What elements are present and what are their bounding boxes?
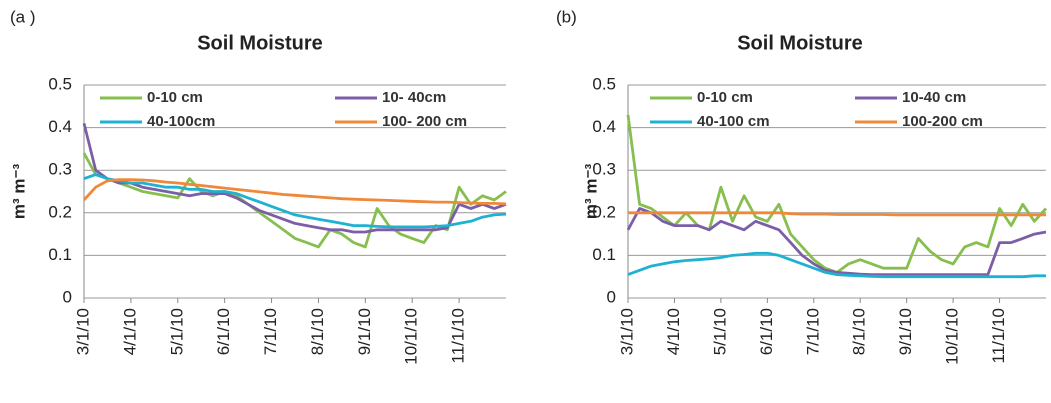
y-axis-label: m³ m⁻³ bbox=[581, 164, 600, 220]
series-line bbox=[626, 207, 1047, 276]
legend-label: 100- 200 cm bbox=[382, 113, 467, 130]
y-tick-label: 0.5 bbox=[48, 74, 72, 93]
x-tick-label: 10/1/10 bbox=[943, 308, 962, 365]
series-line bbox=[628, 211, 1046, 217]
x-tick-label: 9/1/10 bbox=[355, 308, 374, 355]
panel-label: (a ) bbox=[10, 7, 36, 26]
x-tick-label: 6/1/10 bbox=[214, 308, 233, 355]
y-axis-label: m³ m⁻³ bbox=[9, 164, 28, 220]
panel-label: (b) bbox=[556, 7, 577, 26]
y-tick-label: 0.3 bbox=[592, 160, 616, 179]
series-line bbox=[82, 178, 507, 206]
legend-label: 40-100 cm bbox=[697, 113, 770, 130]
x-tick-label: 4/1/10 bbox=[664, 308, 683, 355]
x-tick-label: 10/1/10 bbox=[402, 308, 421, 365]
legend-label: 100-200 cm bbox=[902, 113, 983, 130]
x-tick-label: 4/1/10 bbox=[120, 308, 139, 355]
x-tick-label: 5/1/10 bbox=[710, 308, 729, 355]
legend-label: 10- 40cm bbox=[382, 89, 446, 106]
chart-title: Soil Moisture bbox=[737, 32, 863, 54]
x-tick-label: 5/1/10 bbox=[167, 308, 186, 355]
x-tick-label: 7/1/10 bbox=[803, 308, 822, 355]
series-line bbox=[82, 152, 507, 249]
y-tick-label: 0.4 bbox=[592, 117, 616, 136]
chart-title: Soil Moisture bbox=[197, 32, 323, 54]
y-tick-label: 0.2 bbox=[592, 202, 616, 221]
x-tick-label: 3/1/10 bbox=[617, 308, 636, 355]
series-line bbox=[83, 173, 507, 229]
x-tick-label: 8/1/10 bbox=[850, 308, 869, 355]
y-tick-label: 0.1 bbox=[592, 245, 616, 264]
series-line bbox=[82, 122, 507, 234]
x-tick-label: 8/1/10 bbox=[308, 308, 327, 355]
legend-label: 40-100cm bbox=[147, 113, 215, 130]
series-line bbox=[626, 114, 1048, 274]
legend-label: 0-10 cm bbox=[147, 89, 203, 106]
y-tick-label: 0 bbox=[607, 287, 616, 306]
y-tick-label: 0.3 bbox=[48, 160, 72, 179]
x-tick-label: 9/1/10 bbox=[896, 308, 915, 355]
x-tick-label: 7/1/10 bbox=[261, 308, 280, 355]
x-tick-label: 11/1/10 bbox=[449, 308, 468, 363]
x-tick-label: 11/1/10 bbox=[989, 308, 1008, 363]
legend-label: 0-10 cm bbox=[697, 89, 753, 106]
x-tick-label: 3/1/10 bbox=[73, 308, 92, 355]
y-tick-label: 0.5 bbox=[592, 74, 616, 93]
y-tick-label: 0.4 bbox=[48, 117, 72, 136]
series-line bbox=[627, 251, 1046, 279]
y-tick-label: 0.2 bbox=[48, 202, 72, 221]
x-tick-label: 6/1/10 bbox=[757, 308, 776, 355]
legend-label: 10-40 cm bbox=[902, 89, 966, 106]
y-tick-label: 0 bbox=[63, 287, 72, 306]
y-tick-label: 0.1 bbox=[48, 245, 72, 264]
